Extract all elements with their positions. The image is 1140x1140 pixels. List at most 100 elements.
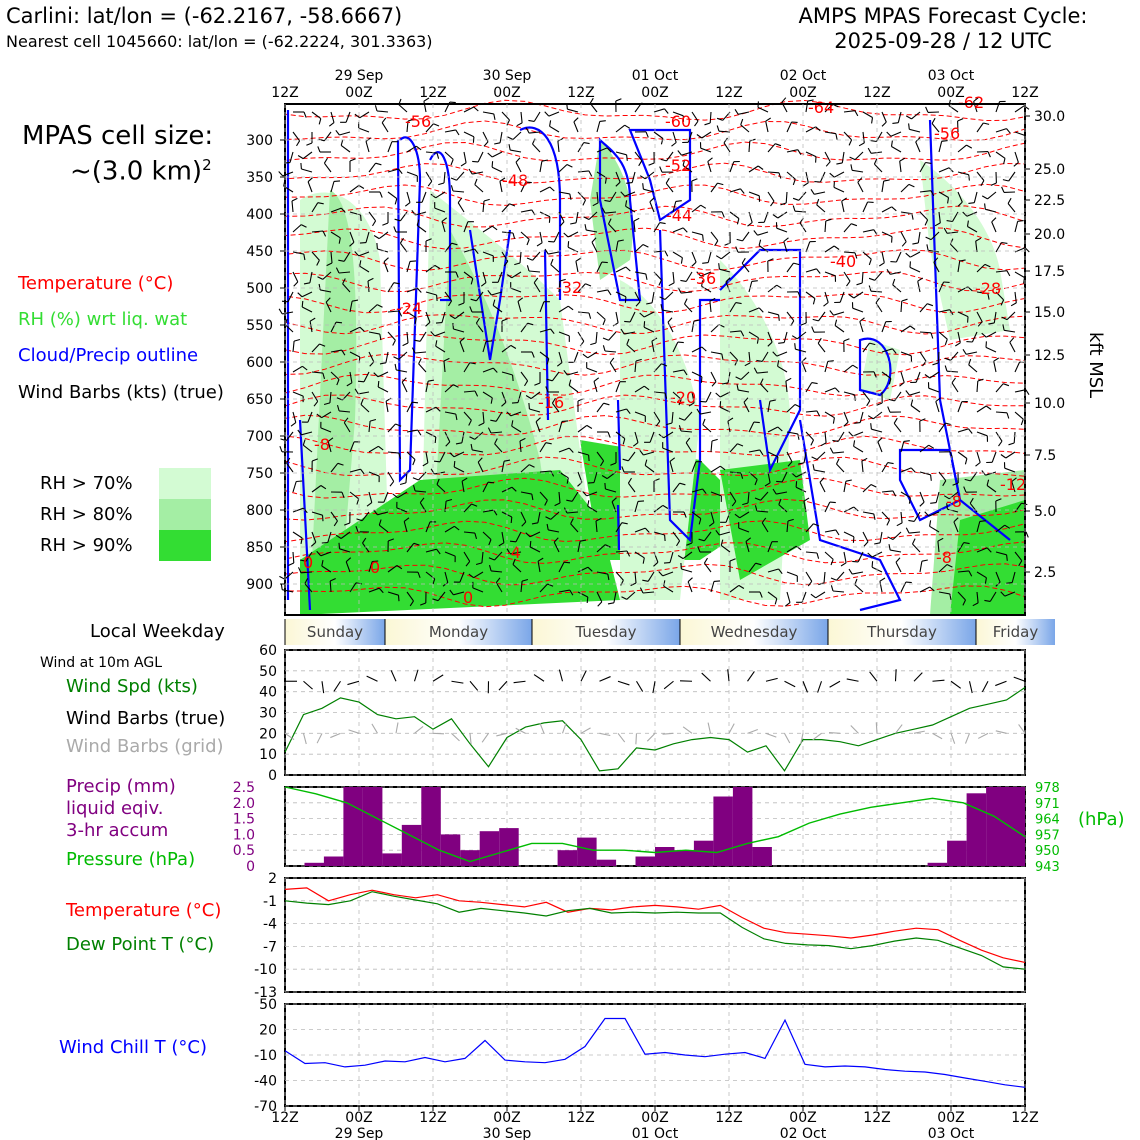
- wind-barb: [510, 150, 521, 152]
- wind-barb-flag: [419, 359, 422, 364]
- wind-barb-flag: [932, 118, 935, 123]
- wind-barb-flag: [583, 354, 588, 358]
- precip-bar-1: [305, 863, 325, 866]
- wind-barb: [388, 332, 395, 340]
- wind-barb-flag: [400, 483, 406, 485]
- wind-barb: [331, 112, 334, 123]
- temp-label-8: -40: [830, 252, 856, 271]
- bottom-time-6: 12Z: [715, 1110, 742, 1126]
- wind-barb: [825, 432, 826, 443]
- wind-barb-flag: [969, 429, 973, 434]
- wind-barb: [939, 168, 949, 172]
- temp-label-14: -16: [538, 393, 564, 412]
- wind-barb-flag: [626, 267, 631, 271]
- precip-bar-16: [597, 860, 617, 866]
- wind-barb-flag: [570, 223, 576, 224]
- wind-barb-flag: [835, 388, 839, 392]
- wind-barb: [996, 152, 1005, 158]
- wind-barb-flag: [616, 99, 622, 101]
- wind-barb-flag: [878, 438, 882, 442]
- wind-barb-flag: [864, 542, 868, 547]
- wind-barb-flag: [874, 159, 877, 165]
- precip-bar-22: [713, 797, 733, 867]
- wind-barb: [930, 372, 939, 378]
- wind-barb: [992, 222, 996, 232]
- wind-barb-flag: [451, 178, 457, 180]
- wind-barb-flag: [361, 215, 362, 221]
- wind-barb: [502, 232, 513, 233]
- wind-barb: [1004, 330, 1015, 332]
- temp-ytick-0: 2: [268, 871, 277, 887]
- wind-barb-flag: [646, 274, 647, 280]
- wind-barb-flag: [418, 430, 421, 435]
- wind-barb-flag: [859, 143, 864, 146]
- wind-barb: [806, 572, 812, 581]
- wind-barb: [382, 123, 388, 132]
- wind-barb: [549, 112, 559, 116]
- wind-barb-flag: [585, 284, 591, 286]
- wind-barb-flag: [795, 343, 796, 349]
- wind-barb-flag: [336, 130, 340, 135]
- wind-barb-flag: [846, 480, 852, 481]
- top-date-4: 03 Oct: [928, 68, 975, 84]
- wind-barb: [951, 352, 958, 360]
- wind-barb: [784, 332, 787, 343]
- wind-barb: [710, 112, 711, 123]
- top-time-7: 00Z: [789, 85, 816, 101]
- wind-barb-flag: [322, 543, 328, 544]
- precip-bar-7: [421, 787, 441, 866]
- pressure-ytick-4: 971: [1035, 797, 1060, 812]
- wind-barb-flag: [695, 121, 699, 126]
- wind-barb: [977, 381, 978, 392]
- wind-barb-flag: [492, 161, 493, 167]
- wind-barb-flag: [568, 306, 573, 310]
- wind-barb: [878, 442, 882, 452]
- h-label-7: 10.0: [1034, 396, 1065, 412]
- wind-barb: [891, 132, 901, 136]
- wind-barb: [388, 452, 399, 453]
- wind-barb: [384, 262, 388, 272]
- p-label-7: 650: [246, 392, 273, 408]
- wind-barb-flag: [302, 301, 303, 307]
- precip-ytick-2: 1.0: [233, 827, 255, 843]
- wind-barb: [597, 403, 604, 412]
- wind-barb: [464, 132, 474, 137]
- precip-bar-5: [382, 853, 402, 866]
- wind-barb-flag: [879, 263, 884, 266]
- wind-barb-flag: [323, 515, 324, 521]
- wind-barb-flag: [488, 153, 493, 157]
- wind-barb: [799, 192, 806, 200]
- wind-barb-flag: [395, 364, 396, 370]
- wind-barb-flag: [884, 180, 890, 181]
- wind-barb-flag: [811, 594, 816, 598]
- wind-barb-flag: [528, 120, 534, 121]
- wind-barb: [844, 507, 854, 512]
- wind-barb: [550, 126, 559, 132]
- wind-barb: [399, 105, 407, 112]
- wind-barb: [673, 228, 683, 232]
- wind-barb: [396, 370, 407, 372]
- top-time-3: 00Z: [493, 85, 520, 101]
- wind-barb: [764, 212, 768, 222]
- wind-barb-flag: [660, 167, 662, 173]
- wind-barb-flag: [716, 393, 721, 397]
- temp-label-11: -28: [975, 279, 1001, 298]
- wind-barb: [673, 272, 674, 283]
- wind-barb: [407, 261, 410, 272]
- wind-barb-flag: [484, 199, 490, 201]
- wind-barb: [445, 130, 456, 132]
- wind-barb: [844, 111, 855, 112]
- wind-barb: [402, 382, 407, 392]
- wind-barb: [388, 142, 392, 152]
- wind-barb-flag: [828, 361, 834, 362]
- wind-barb-flag: [605, 483, 606, 489]
- wind-barb-flag: [852, 561, 858, 562]
- wind-barb-flag: [574, 118, 578, 122]
- wind-barb-flag: [298, 156, 303, 159]
- wind-barb-flag: [834, 246, 839, 250]
- wind-barb-flag: [646, 132, 648, 138]
- wind-barb-flag: [511, 517, 512, 523]
- wind-barb-flag: [683, 228, 687, 232]
- wind-barb-flag: [892, 141, 893, 147]
- wind-barb: [814, 470, 825, 472]
